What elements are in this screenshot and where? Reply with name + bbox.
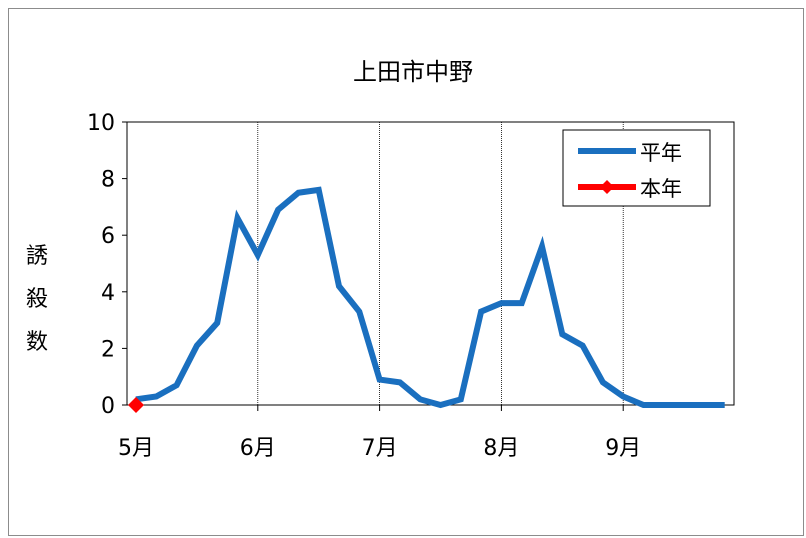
x-tick-label: 9月 (605, 436, 641, 461)
legend: 平年 本年 (562, 129, 711, 207)
legend-marker-honnen (600, 180, 614, 194)
y-axis-label-char: 殺 (26, 287, 48, 312)
y-tick-label: 4 (101, 281, 115, 306)
y-axis-label-char: 数 (26, 330, 48, 355)
x-tick-label: 8月 (483, 436, 519, 461)
x-tick-label: 7月 (362, 436, 398, 461)
y-tick-label: 6 (101, 224, 115, 249)
legend-label-heinen: 平年 (640, 141, 682, 165)
y-tick-label: 0 (101, 394, 115, 419)
series-line-0 (135, 186, 725, 409)
y-axis-label-char: 誘 (26, 244, 48, 269)
y-tick-label: 8 (101, 168, 115, 193)
legend-label-honnen: 本年 (640, 177, 682, 201)
x-tick-label: 6月 (240, 436, 276, 461)
y-tick-label: 10 (87, 111, 115, 136)
x-axis: 5月 6月 7月 8月 9月 (118, 405, 641, 461)
y-axis: 0 2 4 6 8 10 (87, 111, 127, 419)
series-group (128, 186, 725, 413)
legend-box (562, 129, 711, 207)
y-axis-label: 誘殺数 (26, 244, 48, 355)
y-tick-label: 2 (101, 337, 115, 362)
series-marker-1 (128, 397, 144, 413)
chart-title: 上田市中野 (353, 58, 473, 86)
x-tick-label: 5月 (118, 436, 154, 461)
